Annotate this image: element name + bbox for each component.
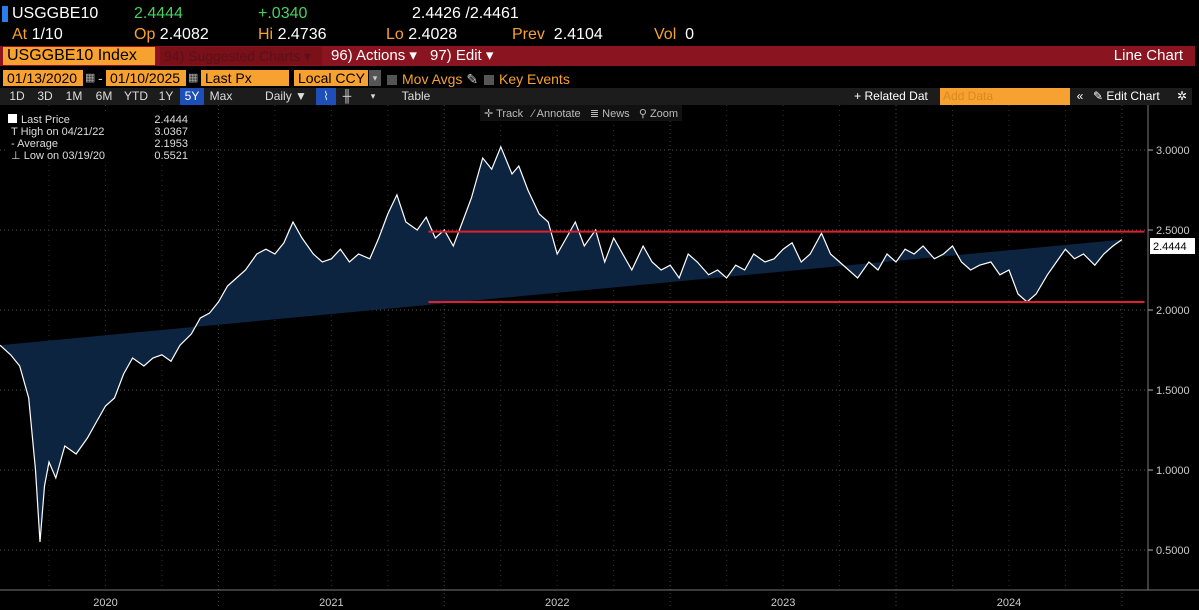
toolbar xyxy=(0,88,1192,105)
x-tick-label: 2023 xyxy=(771,597,795,609)
actions-button[interactable]: 96) Actions ▾ xyxy=(331,47,417,64)
chevron-down-icon[interactable]: ▾ xyxy=(370,91,376,101)
legend-label: Low on 03/19/20 xyxy=(23,150,106,162)
add-data-input[interactable]: Add Data xyxy=(940,88,1070,105)
x-tick-label: 2024 xyxy=(997,597,1021,609)
vol-label: Vol xyxy=(654,26,677,43)
legend-high: T High on 04/21/22 3.0367 xyxy=(8,126,188,138)
series-swatch xyxy=(8,114,17,123)
open-value: 2.4082 xyxy=(159,26,209,43)
legend-value: 2.1953 xyxy=(154,138,188,150)
news-icon: ≣ xyxy=(589,108,600,120)
period-button-5y[interactable]: 5Y xyxy=(180,88,204,105)
news-label: News xyxy=(602,108,630,120)
legend-label: Average xyxy=(17,138,58,150)
pencil-icon[interactable]: ✎ xyxy=(466,71,479,87)
period-button-max[interactable]: Max xyxy=(209,89,233,103)
x-tick-label: 2021 xyxy=(319,597,343,609)
chevron-down-icon[interactable]: ▾ xyxy=(369,70,381,86)
end-date-input[interactable]: 01/10/2025 xyxy=(106,70,186,86)
bid-ask: 2.4426 /2.4461 xyxy=(412,5,519,22)
legend-label: Last Price xyxy=(21,114,70,126)
date-separator: - xyxy=(98,70,103,86)
key-events-toggle[interactable]: Key Events xyxy=(484,71,570,87)
mov-avgs-toggle[interactable]: Mov Avgs ✎ xyxy=(387,71,478,88)
edit-chart-button[interactable]: ✎ Edit Chart xyxy=(1090,88,1172,105)
line-chart-icon[interactable]: ⌇ xyxy=(316,88,336,105)
prev-label: Prev xyxy=(512,26,545,43)
start-date-input[interactable]: 01/13/2020 xyxy=(3,70,83,86)
high-label: Hi xyxy=(258,26,274,43)
track-tool[interactable]: ✛ Track xyxy=(484,108,523,120)
last-price: 2.4444 xyxy=(134,5,183,22)
legend-value: 0.5521 xyxy=(154,150,188,162)
bar-chart-icon[interactable]: ╫ xyxy=(342,89,352,103)
period-button-1m[interactable]: 1M xyxy=(65,89,83,103)
at-value: 1/10 xyxy=(31,26,63,43)
collapse-icon[interactable]: « xyxy=(1076,89,1084,103)
crosshair-icon: ✛ xyxy=(484,108,494,120)
gear-icon[interactable]: ✲ xyxy=(1176,89,1188,103)
mov-avgs-label: Mov Avgs xyxy=(402,71,463,87)
series-area xyxy=(0,146,1122,543)
period-button-3d[interactable]: 3D xyxy=(37,89,53,103)
key-events-label: Key Events xyxy=(499,71,570,87)
suggested-charts-button[interactable]: 94) Suggested Charts ▾ xyxy=(160,47,322,65)
x-tick-label: 2020 xyxy=(93,597,117,609)
y-tick-label: 2.0000 xyxy=(1156,305,1190,317)
legend-last-price: Last Price 2.4444 xyxy=(8,114,188,126)
y-tick-label: 0.5000 xyxy=(1156,545,1190,557)
period-button-6m[interactable]: 6M xyxy=(95,89,113,103)
field-select[interactable]: Last Px xyxy=(201,70,289,86)
period-button-1d[interactable]: 1D xyxy=(9,89,25,103)
security-field[interactable]: USGGBE10 Index xyxy=(3,47,155,65)
related-data-button[interactable]: + Related Dat xyxy=(854,89,928,103)
open-label: Op xyxy=(134,26,156,43)
net-change: +.0340 xyxy=(258,5,308,22)
search-icon: ⚲ xyxy=(638,108,647,120)
x-tick-label: 2022 xyxy=(545,597,569,609)
zoom-tool[interactable]: ⚲ Zoom xyxy=(639,108,678,120)
currency-select[interactable]: Local CCY xyxy=(294,70,368,86)
legend-average: - Average 2.1953 xyxy=(8,138,188,150)
last-price-label: 2.4444 xyxy=(1153,241,1187,253)
annotate-label: Annotate xyxy=(536,108,581,120)
period-button-ytd[interactable]: YTD xyxy=(124,89,148,103)
y-tick-label: 1.5000 xyxy=(1156,385,1190,397)
legend-value: 2.4444 xyxy=(154,114,188,126)
table-button[interactable]: Table xyxy=(401,89,431,103)
vol-value: 0 xyxy=(685,26,695,43)
calendar-icon[interactable]: ▦ xyxy=(188,72,199,84)
track-label: Track xyxy=(496,108,524,120)
legend-label: High on 04/21/22 xyxy=(20,126,105,138)
news-tool[interactable]: ≣ News xyxy=(590,108,630,120)
y-tick-label: 2.5000 xyxy=(1156,225,1190,237)
legend-value: 3.0367 xyxy=(154,126,188,138)
line-icon: ∕ xyxy=(532,108,535,120)
low-label: Lo xyxy=(386,26,404,43)
legend-low: ⊥ Low on 03/19/20 0.5521 xyxy=(8,150,188,162)
pencil-icon: ✎ xyxy=(1093,89,1104,103)
low-value: 2.4028 xyxy=(408,26,458,43)
zoom-label: Zoom xyxy=(649,108,679,120)
period-button-1y[interactable]: 1Y xyxy=(158,89,174,103)
legend: Last Price 2.4444 T High on 04/21/22 3.036… xyxy=(8,114,192,162)
frequency-select[interactable]: Daily ▼ xyxy=(265,89,307,103)
chart-type-title: Line Chart xyxy=(1113,47,1183,64)
at-label: At xyxy=(12,26,28,43)
calendar-icon[interactable]: ▦ xyxy=(85,72,96,84)
edit-chart-label: Edit Chart xyxy=(1106,89,1160,103)
y-tick-label: 1.0000 xyxy=(1156,465,1190,477)
high-value: 2.4736 xyxy=(277,26,327,43)
ticker: USGGBE10 xyxy=(12,5,99,22)
series-line xyxy=(0,145,1123,543)
y-tick-label: 3.0000 xyxy=(1156,145,1190,157)
edit-button[interactable]: 97) Edit ▾ xyxy=(430,47,494,64)
last-price-tag xyxy=(1150,238,1195,254)
prev-value: 2.4104 xyxy=(553,26,603,43)
annotate-tool[interactable]: ∕ Annotate xyxy=(532,108,580,120)
ticker-marker xyxy=(2,6,8,22)
